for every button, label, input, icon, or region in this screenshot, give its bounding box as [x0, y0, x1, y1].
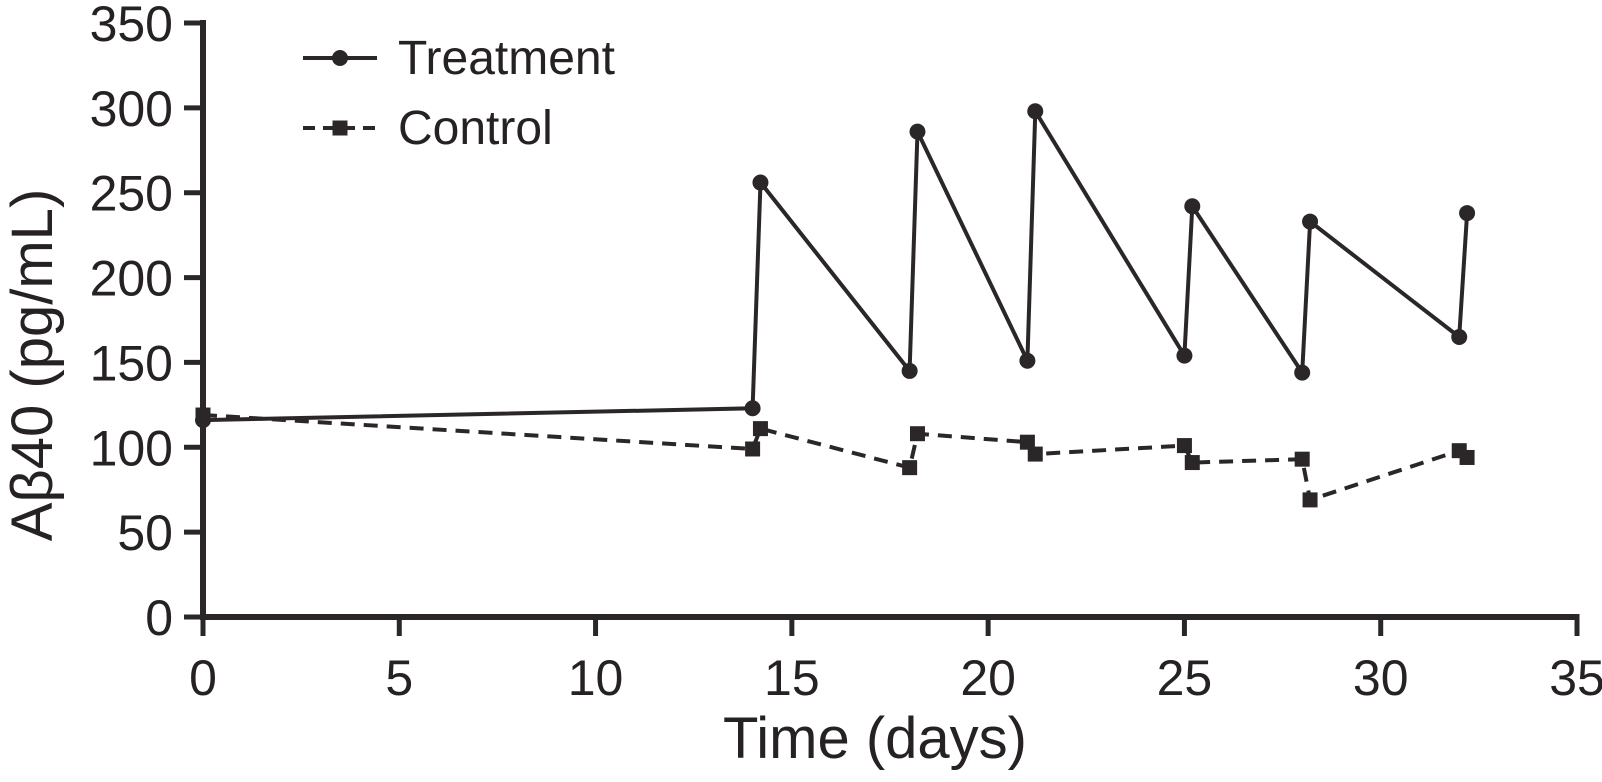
series-control-marker: [1019, 434, 1035, 450]
series-control-marker: [745, 441, 761, 457]
x-tick-label: 20: [960, 650, 1016, 706]
legend-item-control: Control: [303, 102, 553, 155]
series-control-marker: [1302, 492, 1318, 508]
series-control-marker: [1459, 449, 1475, 465]
series-treatment-marker: [901, 362, 918, 379]
y-tick-label: 100: [90, 420, 173, 476]
y-tick-label: 150: [90, 335, 173, 391]
x-axis-title: Time (days): [723, 706, 1027, 771]
x-tick-label: 5: [385, 650, 413, 706]
x-tick-label: 10: [568, 650, 624, 706]
x-tick-label: 30: [1353, 650, 1409, 706]
series-control: [195, 407, 1475, 508]
y-tick-label: 300: [90, 81, 173, 137]
series-control-marker: [1176, 438, 1192, 454]
series-treatment: [195, 103, 1476, 429]
legend-label-treatment: Treatment: [398, 32, 615, 85]
x-tick-label: 25: [1157, 650, 1213, 706]
series-treatment-marker: [909, 123, 926, 140]
series-treatment-line: [202, 104, 1470, 423]
x-tick-label: 35: [1549, 650, 1602, 706]
y-tick-label: 250: [90, 166, 173, 222]
axes: 0 50 100 150 200 250 300 350 0 5 10 15 20 25 30 35: [90, 0, 1602, 706]
legend-item-treatment: Treatment: [303, 32, 615, 85]
series-treatment-marker: [1294, 364, 1311, 381]
y-tick-label: 50: [117, 505, 173, 561]
series-treatment-marker: [1176, 347, 1193, 364]
series-control-marker: [195, 407, 211, 423]
series-control-marker: [752, 421, 768, 437]
legend-square-icon: [332, 120, 348, 136]
series-treatment-marker: [744, 400, 761, 417]
series-control-line: [202, 413, 1469, 503]
series-control-marker: [1184, 455, 1200, 471]
y-tick-label: 350: [90, 0, 173, 52]
series-control-marker: [902, 460, 918, 476]
series-control-marker: [909, 426, 925, 442]
legend-label-control: Control: [398, 102, 553, 155]
series-treatment-marker: [1459, 205, 1476, 222]
series-treatment-marker: [752, 174, 769, 191]
series-treatment-marker: [1184, 198, 1201, 215]
y-tick-label: 200: [90, 251, 173, 307]
legend: Treatment Control: [303, 32, 615, 155]
series-treatment-marker: [1027, 103, 1044, 120]
series-treatment-marker: [1451, 328, 1468, 345]
series-treatment-marker: [1019, 352, 1036, 369]
series-control-marker: [1027, 446, 1043, 462]
legend-circle-icon: [332, 50, 348, 66]
series-control-marker: [1294, 451, 1310, 467]
x-tick-label: 0: [189, 650, 217, 706]
series-treatment-marker: [1302, 213, 1319, 230]
y-axis-title: Aβ40 (pg/mL): [0, 189, 65, 542]
y-tick-label: 0: [145, 590, 173, 646]
x-tick-label: 15: [764, 650, 820, 706]
